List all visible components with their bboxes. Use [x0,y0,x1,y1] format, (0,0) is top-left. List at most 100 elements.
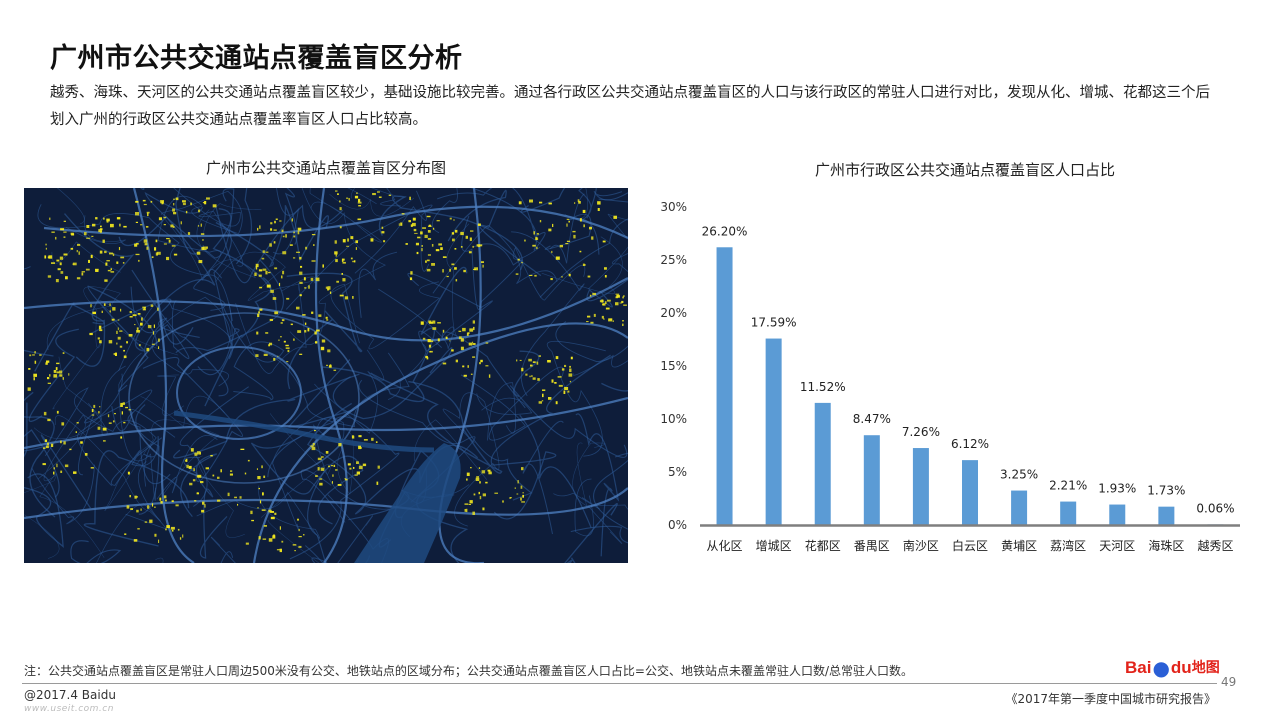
blindspot-patch [170,526,175,530]
blindspot-patch [615,293,620,295]
blindspot-patch [142,199,146,202]
blindspot-patch [281,319,285,322]
blindspot-patch [539,220,542,223]
blindspot-patch [122,262,125,264]
blindspot-patch [171,500,174,503]
blindspot-patch [136,327,139,330]
blindspot-patch [286,361,289,363]
blindspot-patch [417,236,421,239]
data-label: 26.20% [702,224,748,238]
street [327,494,390,563]
blindspot-patch [328,365,332,368]
street [509,385,628,458]
blindspot-patch [159,497,162,501]
blindspot-patch [270,516,275,520]
blindspot-patch [60,228,64,231]
blindspot-patch [604,267,607,270]
street [87,285,160,352]
blindspot-patch [429,340,434,343]
blindspot-patch [557,376,562,378]
blindspot-patch [49,374,51,377]
blindspot-patch [463,374,467,377]
blindspot-patch [158,217,162,221]
blindspot-patch [355,247,357,250]
blindspot-patch [622,296,624,299]
blindspot-patch [591,236,594,240]
blindspot-patch [95,269,99,272]
blindspot-patch [113,420,115,423]
blindspot-patch [622,323,624,326]
blindspot-patch [53,374,58,378]
bar [863,435,880,525]
blindspot-patch [182,202,186,206]
blindspot-patch [282,251,287,255]
blindspot-patch [465,508,468,513]
blindspot-patch [349,467,352,470]
blindspot-patch [533,231,535,235]
blindspot-patch [564,364,567,367]
blindspot-patch [92,311,96,315]
street [575,413,620,557]
blindspot-patch [347,463,351,466]
blindspot-patch [194,500,197,502]
blindspot-patch [432,327,437,330]
blindspot-patch [536,233,539,235]
x-tick-label: 黄埔区 [1001,539,1037,553]
blindspot-patch [256,331,259,335]
blindspot-patch [597,208,600,211]
blindspot-patch [135,200,139,203]
blindspot-patch [532,244,536,247]
blindspot-patch [146,246,149,250]
blindspot-patch [358,205,361,207]
street [447,189,542,277]
blindspot-patch [299,281,303,284]
blindspot-patch [84,232,87,236]
blindspot-patch [335,254,337,257]
blindspot-patch [103,217,105,220]
blindspot-patch [569,380,572,383]
blindspot-patch [261,509,266,511]
y-tick-label: 25% [660,253,687,267]
street [370,372,503,474]
blindspot-patch [47,275,52,278]
blindspot-patch [555,401,558,405]
blindspot-patch [244,472,247,475]
street [564,188,588,220]
street [157,374,185,416]
blindspot-patch [141,317,143,321]
x-tick-label: 花都区 [805,538,841,553]
blindspot-patch [298,545,302,548]
blindspot-patch [272,297,277,300]
blindspot-patch [304,322,307,325]
street [378,288,455,349]
blindspot-patch [111,318,115,321]
blindspot-patch [442,269,444,273]
highway [438,188,484,563]
blindspot-patch [255,263,259,268]
bar [716,247,733,525]
blindspot-patch [293,257,296,259]
blindspot-patch [47,418,51,422]
blindspot-patch [551,250,553,254]
blindspot-patch [473,493,476,496]
blindspot-patch [410,224,413,227]
blindspot-patch [90,254,93,259]
blindspot-patch [377,191,380,193]
street [513,350,540,398]
blindspot-patch [335,469,338,471]
blindspot-patch [27,387,31,391]
blindspot-patch [205,467,209,470]
street [358,251,398,318]
blindspot-patch [377,465,380,469]
street [541,236,623,295]
blindspot-patch [468,504,471,505]
blindspot-patch [472,341,474,343]
blindspot-patch [299,271,303,275]
blindspot-patch [120,256,125,259]
blindspot-patch [95,217,98,220]
blindspot-patch [206,246,208,249]
blindspot-patch [488,374,491,378]
blindspot-patch [569,365,571,368]
blindspot-patch [44,255,47,259]
blindspot-patch [274,267,278,270]
